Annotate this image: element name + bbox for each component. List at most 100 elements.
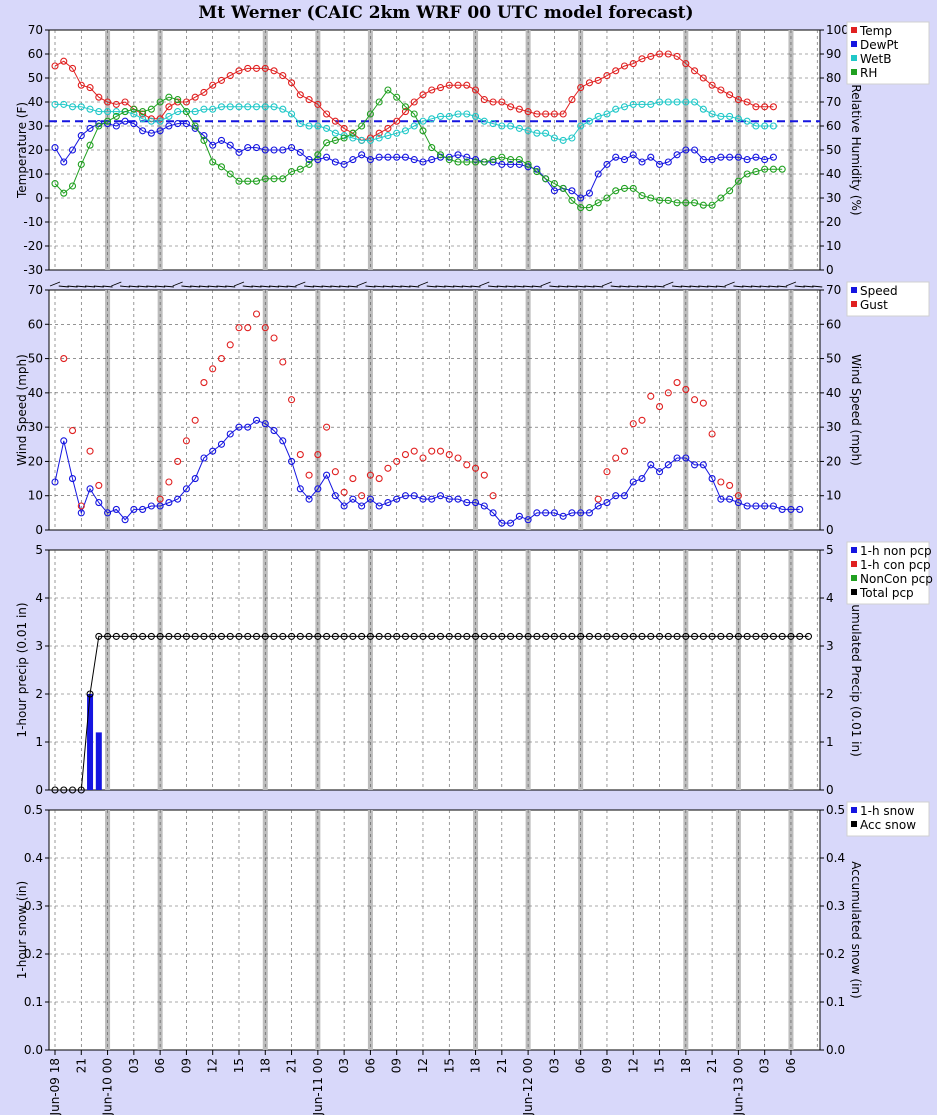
y-tick-label: 60 <box>28 317 43 331</box>
dewpt-point <box>612 153 620 161</box>
speed-point <box>463 499 471 507</box>
temp-point <box>121 98 129 106</box>
wetb-point <box>550 134 558 142</box>
x-tick-label: 12 <box>206 1058 220 1073</box>
legend-label: Speed <box>860 284 898 298</box>
gust-point <box>191 416 199 424</box>
dewpt-point <box>156 127 164 135</box>
y-tick-label-right: 10 <box>826 489 841 503</box>
total-pcp-point <box>787 632 795 640</box>
wetb-point <box>612 105 620 113</box>
wind-barb <box>619 285 630 288</box>
total-pcp-point <box>95 632 103 640</box>
gust-point <box>384 464 392 472</box>
gust-point <box>664 389 672 397</box>
wetb-point <box>594 112 602 120</box>
total-pcp-point <box>279 632 287 640</box>
dewpt-point <box>165 122 173 130</box>
legend-swatch <box>851 55 857 61</box>
wind-barb <box>216 285 227 288</box>
wetb-point <box>471 112 480 120</box>
y-tick-label: 20 <box>28 143 43 157</box>
y-axis-label: Wind Speed (mph) <box>15 354 29 466</box>
x-tick-label: 06 <box>784 1058 798 1073</box>
temp-point <box>664 50 672 58</box>
y-tick-label: 10 <box>28 489 43 503</box>
wind-barb <box>742 285 753 288</box>
temperature-series <box>49 50 820 212</box>
total-pcp-point <box>226 632 234 640</box>
wetb-point <box>708 110 716 118</box>
y-tick-label-right: 0.2 <box>826 947 845 961</box>
gust-point <box>699 399 707 407</box>
gust-point <box>638 416 646 424</box>
temp-point <box>647 52 655 60</box>
wetb-point <box>629 100 637 108</box>
rh-point <box>147 105 155 113</box>
y-tick-label-right: 40 <box>826 167 841 181</box>
y-axis-label: Temperature (F) <box>15 102 29 199</box>
temp-point <box>682 60 690 68</box>
x-tick-label: 06 <box>153 1058 167 1073</box>
x-tick-label: 21 <box>495 1058 509 1073</box>
total-pcp-point <box>647 632 655 640</box>
temp-point <box>288 79 296 87</box>
y-axis-label: 1-hour snow (in) <box>15 881 29 979</box>
speed-point <box>445 495 453 503</box>
speed-point <box>209 447 217 455</box>
dewpt-point <box>226 141 234 149</box>
gust-point <box>209 365 217 373</box>
total-pcp-point <box>699 632 707 640</box>
speed-point <box>647 461 655 469</box>
gust-point <box>323 423 331 431</box>
y-tick-label: 0 <box>35 191 43 205</box>
x-axis-labels: Jun-09 18 21 Jun-10 00 03 06 09 12 15 18 21 Jun-11… <box>48 1050 798 1115</box>
rh-point <box>445 156 453 164</box>
speed-point <box>244 423 252 431</box>
temp-point <box>568 96 576 104</box>
speed-point <box>401 492 410 500</box>
speed-point <box>796 505 804 513</box>
dewpt-point <box>51 144 59 152</box>
dewpt-point <box>384 153 392 161</box>
total-pcp-point <box>778 632 786 640</box>
wind-barb <box>382 285 393 288</box>
temp-point <box>393 117 401 125</box>
temp-point <box>769 103 777 111</box>
x-tick-label: 21 <box>74 1058 88 1073</box>
rh-point <box>182 108 190 116</box>
legend-label: 1-h snow <box>860 804 915 818</box>
gust-point <box>401 451 410 459</box>
precip-panel: 0 1 2 3 4 5 0 1 2 3 4 5 1-hour precip (0.01 in) Accum… <box>15 543 863 797</box>
wind-barb <box>233 281 245 287</box>
y-tick-label: 70 <box>28 23 43 37</box>
dewpt-point <box>410 156 418 164</box>
temp-point <box>638 55 646 63</box>
panels: -30-20-100102030405060700102030405060708… <box>15 21 933 1057</box>
total-pcp-point <box>507 632 515 640</box>
rh-point <box>734 177 742 185</box>
wetb-point <box>647 100 655 108</box>
wind-barb <box>523 285 534 288</box>
temp-point <box>559 110 567 118</box>
temp-point <box>86 84 94 92</box>
wetb-point <box>691 98 699 106</box>
speed-point <box>787 505 795 513</box>
wind-barb <box>356 281 367 287</box>
dewpt-point <box>445 153 453 161</box>
x-tick-label: 03 <box>758 1058 772 1073</box>
y-tick-label: 4 <box>35 591 43 605</box>
total-pcp-point <box>498 632 506 640</box>
rh-point <box>629 184 637 192</box>
rh-point <box>235 177 243 185</box>
temp-point <box>428 86 436 94</box>
wind-barb <box>67 285 78 288</box>
gust-point <box>717 478 725 486</box>
wind-barb <box>558 285 569 288</box>
wetb-point <box>428 115 436 123</box>
y-tick-label: 3 <box>35 639 43 653</box>
total-pcp-point <box>550 632 558 640</box>
rh-point <box>244 177 252 185</box>
wetb-point <box>244 103 252 111</box>
speed-point <box>384 499 392 507</box>
